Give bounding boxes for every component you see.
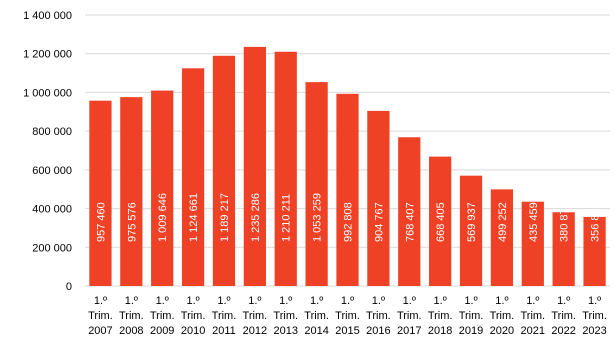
- bar: [429, 156, 452, 286]
- x-tick-label: 2009: [150, 325, 174, 337]
- y-tick-label: 600 000: [32, 165, 72, 177]
- x-tick-label: 1.º: [372, 295, 385, 307]
- x-tick-label: 2021: [521, 325, 545, 337]
- bar: [336, 93, 359, 286]
- x-tick-label: Trim.: [273, 310, 298, 322]
- data-label: 668 405: [435, 202, 447, 242]
- x-tick-label: 1.º: [557, 295, 570, 307]
- x-tick-label: Trim.: [119, 310, 144, 322]
- x-tick-label: Trim.: [150, 310, 175, 322]
- x-tick-label: Trim.: [181, 310, 206, 322]
- x-tick-label: Trim.: [304, 310, 329, 322]
- x-tick-label: 1.º: [94, 295, 107, 307]
- x-tick-label: Trim.: [520, 310, 545, 322]
- x-tick-label: 2012: [243, 325, 267, 337]
- x-tick-label: 2016: [366, 325, 390, 337]
- x-tick-label: 1.º: [588, 295, 601, 307]
- data-label: 1 210 211: [281, 194, 293, 242]
- data-label: 1 235 286: [250, 193, 262, 242]
- x-tick-label: Trim.: [551, 310, 576, 322]
- y-tick-label: 1 400 000: [23, 10, 72, 22]
- bar: [212, 55, 236, 286]
- data-label: 356 835: [590, 202, 602, 242]
- data-label: 435 459: [528, 202, 540, 242]
- data-label: 1 009 646: [157, 193, 169, 242]
- x-tick-label: Trim.: [243, 310, 268, 322]
- data-label: 957 460: [95, 202, 107, 242]
- x-tick-label: 2013: [273, 325, 297, 337]
- x-tick-label: Trim.: [490, 310, 515, 322]
- x-tick-label: Trim.: [88, 310, 113, 322]
- x-tick-label: 2019: [459, 325, 483, 337]
- x-tick-label: 1.º: [495, 295, 508, 307]
- bar: [243, 46, 266, 286]
- x-tick-label: 2008: [119, 325, 143, 337]
- bar: [120, 97, 143, 286]
- data-label: 499 252: [497, 202, 509, 242]
- data-label: 904 767: [373, 202, 385, 242]
- x-tick-label: 1.º: [464, 295, 477, 307]
- data-label: 768 407: [404, 202, 416, 242]
- bar: [521, 201, 544, 286]
- bar: [398, 137, 421, 286]
- x-tick-label: 1.º: [248, 295, 261, 307]
- x-tick-label: 2018: [428, 325, 452, 337]
- x-tick-label: Trim.: [212, 310, 237, 322]
- y-tick-label: 400 000: [32, 204, 72, 216]
- x-tick-label: 2011: [212, 325, 236, 337]
- x-tick-label: 1.º: [310, 295, 323, 307]
- data-label: 1 189 217: [219, 193, 231, 242]
- x-axis: 1.º Trim. 2007 1.º Trim. 2008 1.º Trim. 2009 1.º T…: [88, 295, 607, 337]
- bar: [583, 216, 606, 286]
- bar: [367, 110, 390, 286]
- y-tick-label: 0: [66, 281, 72, 293]
- data-label: 569 937: [466, 202, 478, 242]
- x-tick-label: Trim.: [459, 310, 484, 322]
- data-label: 992 808: [343, 202, 355, 242]
- x-tick-label: 1.º: [125, 295, 138, 307]
- data-label: 1 053 259: [312, 193, 324, 242]
- x-tick-label: 1.º: [434, 295, 447, 307]
- data-label: 975 576: [126, 202, 138, 242]
- x-tick-label: 1.º: [279, 295, 292, 307]
- x-tick-label: 2023: [582, 325, 606, 337]
- bar: [151, 90, 174, 287]
- x-tick-label: 1.º: [526, 295, 539, 307]
- y-tick-label: 1 000 000: [23, 87, 72, 99]
- x-tick-label: 2007: [88, 325, 112, 337]
- data-label: 1 124 661: [188, 193, 200, 242]
- x-tick-label: 2015: [335, 325, 359, 337]
- data-labels: 957 460 975 576 1 009 646 1 124 661 1 189 21…: [95, 193, 601, 242]
- bar: [552, 212, 575, 286]
- x-tick-label: 2017: [397, 325, 421, 337]
- x-tick-label: 2010: [181, 325, 205, 337]
- y-tick-label: 200 000: [32, 242, 72, 254]
- x-tick-label: 2014: [304, 325, 328, 337]
- y-tick-label: 800 000: [32, 126, 72, 138]
- bar: [181, 68, 205, 286]
- x-tick-label: 1.º: [156, 295, 169, 307]
- bar: [459, 175, 483, 286]
- x-tick-label: Trim.: [335, 310, 360, 322]
- x-tick-label: 1.º: [403, 295, 416, 307]
- x-tick-label: 1.º: [341, 295, 354, 307]
- x-tick-label: 1.º: [217, 295, 230, 307]
- bar: [490, 189, 514, 286]
- bar: [89, 100, 112, 286]
- bars: [89, 46, 606, 287]
- x-tick-label: 2020: [490, 325, 514, 337]
- y-axis: 0 200 000 400 000 600 000 800 000 1 000 000 1 …: [23, 10, 72, 293]
- bar: [274, 51, 297, 286]
- data-label: 380 875: [559, 202, 571, 242]
- bar: [305, 82, 328, 287]
- x-tick-label: Trim.: [582, 310, 607, 322]
- x-tick-label: Trim.: [397, 310, 422, 322]
- x-tick-label: 1.º: [186, 295, 199, 307]
- y-tick-label: 1 200 000: [23, 49, 72, 61]
- x-tick-label: Trim.: [428, 310, 453, 322]
- x-tick-label: 2022: [551, 325, 575, 337]
- x-tick-label: Trim.: [366, 310, 391, 322]
